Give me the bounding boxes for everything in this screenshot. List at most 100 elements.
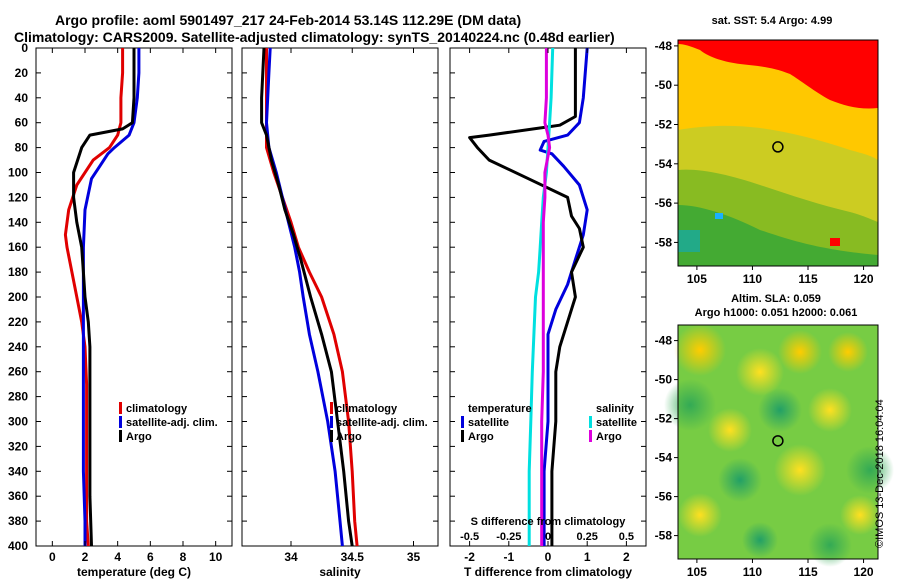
sla-map-frame [677,324,879,560]
series-line-climatology [63,48,125,546]
sla-map-title-line2: Argo h1000: 0.051 h2000: 0.061 [695,307,858,319]
x-axis-label: temperature (deg C) [77,565,191,579]
legend-swatch-s-argo [589,430,592,442]
x2-tick-label: -0.5 [460,531,479,543]
legend-label-t-argo: Argo [468,431,494,443]
sla-map [664,324,894,567]
map-y-tick-label: -50 [655,373,673,387]
temperature-lines [63,48,141,546]
legend-label-satellite: satellite-adj. clim. [336,417,428,429]
legend-swatch-satellite [119,416,122,428]
depth-tick-label: 280 [8,390,28,404]
x2-tick-label: -0.25 [496,531,521,543]
x-tick-label: 34.5 [341,550,365,564]
map-y-tick-label: -48 [655,334,673,348]
depth-tick-label: 40 [15,91,29,105]
x2-tick-label: 0.5 [619,531,634,543]
sla-high-blob [708,408,752,452]
sst-map [677,39,879,267]
depth-tick-label: 240 [8,340,28,354]
sla-map-axes: 105 110 115 120 -48 -50 -52 -54 -56 -58 [655,334,874,579]
x-tick-label: 34 [284,550,298,564]
legend-label-s-satellite: satellite [596,417,637,429]
depth-tick-label: 300 [8,415,28,429]
legend-label-argo: Argo [126,431,152,443]
difference-lines [468,48,589,546]
map-x-tick-label: 120 [854,565,874,579]
sla-low-blob [742,522,778,558]
x-tick-label: 8 [180,550,187,564]
sla-high-blob [778,330,822,374]
argo-location-marker [772,435,784,447]
difference-legend: temperature satellite Argo salinity sate… [461,403,637,443]
map-y-tick-label: -54 [655,451,673,465]
x-tick-label: 10 [209,550,223,564]
sla-low-blob [758,388,802,432]
map-y-tick-label: -56 [655,196,673,210]
x-tick-label: 35 [407,550,421,564]
sla-map-title-line1: Altim. SLA: 0.059 [731,293,821,305]
map-y-tick-label: -52 [655,412,673,426]
legend-swatch-argo [119,430,122,442]
figure-title-line1: Argo profile: aoml 5901497_217 24-Feb-20… [55,12,522,28]
depth-tick-label: 180 [8,265,28,279]
salinity-legend: climatology satellite-adj. clim. Argo [330,402,428,443]
map-y-tick-label: -58 [655,235,673,249]
depth-tick-label: 100 [8,166,28,180]
x-tick-label: 0 [49,550,56,564]
legend-label-s-argo: Argo [596,431,622,443]
legend-swatch-argo [330,430,333,442]
sst-warm-region [678,40,878,109]
x-tick-label: -1 [503,550,514,564]
map-y-tick-label: -58 [655,529,673,543]
argo-location-marker [772,141,784,153]
map-x-tick-label: 115 [798,565,818,579]
sla-high-blob [678,493,722,537]
sla-high-blob [840,495,880,535]
sst-coldest-patch [678,230,700,252]
sst-map-title: sat. SST: 5.4 Argo: 4.99 [712,15,833,27]
legend-heading-temperature: temperature [468,403,532,415]
depth-tick-label: 320 [8,439,28,453]
map-x-tick-label: 120 [854,272,874,286]
x-axis-label: salinity [319,565,361,579]
x-tick-label: 2 [82,550,89,564]
map-y-tick-label: -54 [655,157,673,171]
sla-high-blob [828,332,868,372]
x2-axis-label: S difference from climatology [471,516,627,528]
map-x-tick-label: 110 [743,272,763,286]
depth-tick-label: 20 [15,66,29,80]
sst-warm-spot [830,238,840,246]
legend-swatch-s-satellite [589,416,592,428]
depth-tick-label: 360 [8,489,28,503]
legend-label-satellite: satellite-adj. clim. [126,417,218,429]
temperature-panel [35,47,233,547]
legend-label-t-satellite: satellite [468,417,509,429]
depth-tick-label: 140 [8,215,28,229]
sst-map-axes: 105 110 115 120 -48 -50 -52 -54 -56 -58 [655,39,874,286]
legend-heading-salinity: salinity [596,403,635,415]
depth-tick-label: 200 [8,290,28,304]
map-y-tick-label: -48 [655,39,673,53]
depth-tick-label: 220 [8,315,28,329]
difference-panel [449,47,647,547]
sla-low-blob [808,523,852,567]
depth-tick-label: 0 [21,41,28,55]
sla-low-blob [664,379,716,431]
map-x-tick-label: 115 [798,272,818,286]
depth-tick-label: 60 [15,116,29,130]
salinity-panel [241,47,439,547]
series-line-temperature-argo [468,48,585,546]
map-y-tick-label: -56 [655,490,673,504]
legend-label-climatology: climatology [126,403,188,415]
legend-label-argo: Argo [336,431,362,443]
depth-tick-label: 340 [8,464,28,478]
x-tick-label: 0 [545,550,552,564]
x2-tick-label: 0 [545,531,551,543]
sla-high-blob [674,324,726,376]
sla-high-blob [774,444,826,496]
map-y-tick-label: -50 [655,78,673,92]
depth-tick-label: 160 [8,240,28,254]
